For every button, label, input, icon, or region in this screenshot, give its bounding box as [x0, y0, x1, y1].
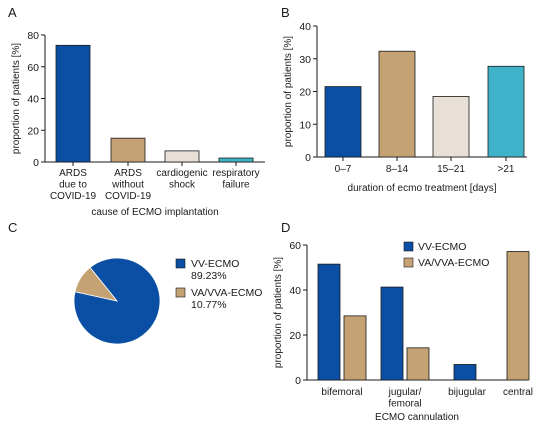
- panel-d-x-axis-label: ECMO cannulation: [375, 412, 459, 423]
- panel-b-bar: [432, 96, 470, 158]
- panel-b-y-tick-label: 40: [299, 21, 311, 33]
- panel-d-y-tick-label: 40: [289, 285, 301, 297]
- panel-d-legend-swatch: [403, 257, 414, 268]
- panel-c-legend-label: VV-ECMO: [191, 258, 239, 270]
- panel-b-x-tick-label: 0–7: [335, 164, 352, 175]
- panel-d-bar: [343, 315, 367, 381]
- panel-d-y-tick-label: 60: [289, 240, 301, 252]
- panel-label: C: [8, 220, 17, 235]
- panel-d-legend-swatch: [403, 241, 414, 252]
- panel-a-x-tick-label: COVID-19: [105, 191, 152, 202]
- panel-b-x-tick-label: 8–14: [386, 164, 409, 175]
- panel-c-legend-swatch: [175, 258, 186, 269]
- panel-b-y-tick-label: 20: [299, 87, 311, 99]
- panel-b-x-tick-label: 15–21: [437, 164, 465, 175]
- panel-d-legend-label: VV-ECMO: [418, 241, 466, 253]
- panel-a-bar: [164, 150, 200, 163]
- panel-a-x-tick-label: respiratory: [212, 168, 259, 179]
- panel-d-x-tick-label: femoral: [388, 399, 421, 410]
- panel-d-x-tick-label: bijugular: [448, 387, 486, 398]
- panel-a-x-tick-label: cardiogenic: [156, 168, 207, 179]
- panel-c-legend-value: 10.77%: [191, 299, 227, 311]
- panel-b-bar: [487, 65, 525, 158]
- panel-a-y-axis-label: proportion of patients [%]: [11, 43, 22, 154]
- panel-d-x-tick-label: bifemoral: [321, 387, 362, 398]
- panel-d-y-tick-label: 20: [289, 330, 301, 342]
- panel-a-y-tick-label: 60: [27, 62, 39, 74]
- panel-c-legend-label: VA/VVA-ECMO: [191, 287, 262, 299]
- panel-d-x-tick-label: central: [503, 387, 533, 398]
- panel-d-bar: [406, 347, 430, 381]
- panel-b-y-axis-label: proportion of patients [%]: [283, 36, 294, 147]
- panel-b-y-tick-label: 10: [299, 119, 311, 131]
- panel-d-bar: [506, 251, 530, 381]
- panel-d-y-tick-label: 0: [295, 375, 301, 387]
- panel-b-x-axis-label: duration of ecmo treatment [days]: [348, 183, 497, 194]
- panel-d-y-axis-label: proportion of patients [%]: [273, 257, 284, 368]
- panel-c-pie-slice: [74, 266, 119, 302]
- panel-a-x-axis-label: cause of ECMO implantation: [91, 207, 218, 218]
- panel-b-y-tick-label: 0: [305, 152, 311, 164]
- panel-label: A: [8, 5, 17, 20]
- panel-a-x-tick-label: COVID-19: [50, 191, 97, 202]
- panel-b-y-tick-label: 30: [299, 54, 311, 66]
- panel-d-bar: [317, 263, 341, 381]
- panel-a-x-tick-label: shock: [169, 180, 196, 191]
- panel-a-bar: [55, 44, 91, 163]
- panel-c-legend-value: 89.23%: [191, 270, 227, 282]
- panel-a-x-tick-label: ARDS: [59, 168, 87, 179]
- panel-a-y-tick-label: 20: [27, 125, 39, 137]
- panel-c-legend-swatch: [175, 287, 186, 298]
- panel-a-y-tick-label: 0: [33, 157, 39, 169]
- panel-b-bar: [324, 86, 362, 158]
- panel-d-bar: [453, 364, 477, 381]
- panel-a-x-tick-label: without: [111, 180, 144, 191]
- panel-a-bar: [218, 157, 254, 163]
- panel-a-x-tick-label: failure: [222, 180, 250, 191]
- panel-d-x-tick-label: jugular/: [388, 387, 422, 398]
- panel-d-bar: [380, 286, 404, 381]
- panel-label: B: [281, 5, 290, 20]
- panel-a-x-tick-label: ARDS: [114, 168, 142, 179]
- panel-a-bar: [110, 137, 146, 163]
- panel-a-y-tick-label: 80: [27, 30, 39, 42]
- panel-b-bar: [378, 50, 416, 158]
- panel-a-x-tick-label: due to: [59, 180, 87, 191]
- panel-d-legend-label: VA/VVA-ECMO: [418, 257, 489, 269]
- panel-b-x-tick-label: >21: [498, 164, 515, 175]
- panel-label: D: [281, 220, 290, 235]
- panel-a-y-tick-label: 40: [27, 94, 39, 106]
